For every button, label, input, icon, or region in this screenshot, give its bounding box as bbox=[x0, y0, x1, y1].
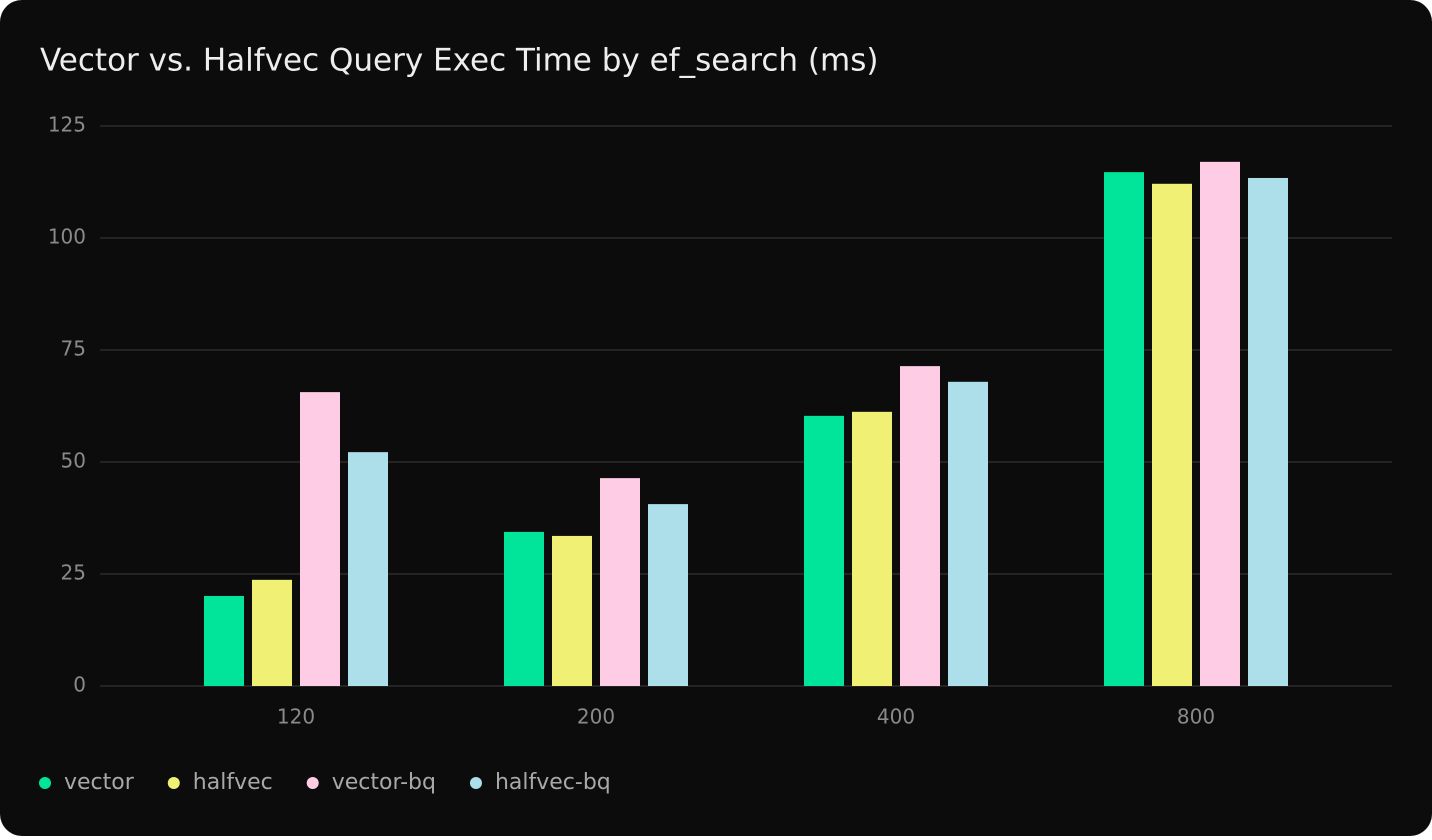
bar bbox=[600, 478, 640, 686]
bar bbox=[948, 381, 988, 686]
bar bbox=[348, 452, 388, 686]
bar bbox=[1152, 183, 1192, 687]
bar bbox=[648, 504, 688, 686]
bar bbox=[900, 366, 940, 686]
x-tick-label: 120 bbox=[277, 705, 315, 729]
legend-label: vector bbox=[64, 770, 135, 795]
y-tick-label: 25 bbox=[61, 561, 86, 585]
bar bbox=[804, 415, 844, 686]
bar bbox=[204, 595, 244, 686]
bar bbox=[252, 579, 292, 686]
x-tick-label: 200 bbox=[577, 705, 615, 729]
y-tick-label: 125 bbox=[48, 113, 86, 137]
y-tick-label: 100 bbox=[48, 225, 86, 249]
bar bbox=[504, 531, 544, 686]
legend-marker bbox=[469, 777, 482, 789]
bar bbox=[1200, 161, 1240, 687]
legend-label: halfvec bbox=[193, 770, 273, 795]
y-tick-label: 50 bbox=[61, 449, 86, 473]
y-tick-label: 75 bbox=[61, 337, 86, 361]
legend-marker bbox=[39, 777, 51, 789]
legend-marker bbox=[306, 777, 319, 789]
legend-label: vector-bq bbox=[332, 770, 436, 795]
legend-marker bbox=[167, 777, 180, 789]
x-tick-label: 400 bbox=[877, 705, 915, 729]
y-tick-label: 0 bbox=[73, 673, 86, 697]
bar bbox=[1248, 177, 1288, 686]
bar bbox=[1104, 172, 1144, 687]
bar bbox=[300, 392, 340, 686]
bar bbox=[552, 535, 592, 686]
chart-title: Vector vs. Halfvec Query Exec Time by ef… bbox=[40, 43, 878, 79]
legend-label: halfvec-bq bbox=[495, 770, 611, 795]
x-tick-label: 800 bbox=[1177, 705, 1215, 729]
bar bbox=[852, 411, 892, 686]
